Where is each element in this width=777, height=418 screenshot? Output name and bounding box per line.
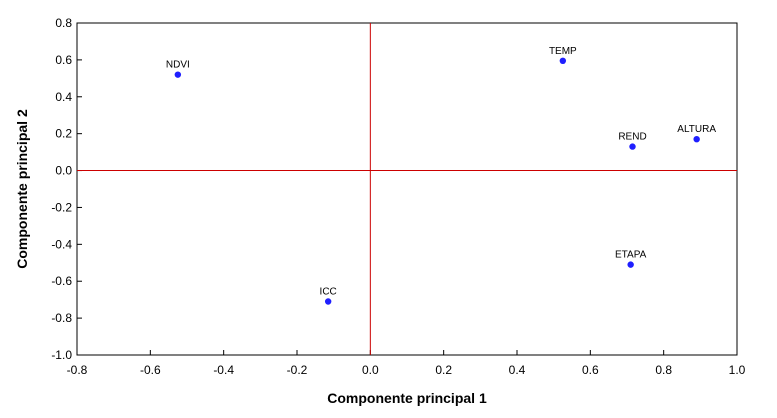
- data-points: NDVI TEMP ALTURA REND ETAPA ICC: [166, 46, 716, 305]
- data-point-label: REND: [618, 132, 646, 143]
- x-tick-label: 0.4: [509, 363, 526, 377]
- x-tick-label: 0.0: [362, 363, 379, 377]
- y-tick-label: -0.8: [51, 311, 72, 325]
- x-tick-label: 0.2: [435, 363, 452, 377]
- y-tick-label: 0.0: [55, 164, 72, 178]
- data-point-label: ICC: [320, 287, 337, 298]
- data-point-label: NDVI: [166, 60, 190, 71]
- data-point-label: TEMP: [549, 46, 577, 57]
- x-axis-title: Componente principal 1: [327, 390, 487, 406]
- y-tick-label: -1.0: [51, 348, 72, 362]
- y-tick-label: 0.6: [55, 53, 72, 67]
- y-axis-ticks: 0.8 0.6 0.4 0.2 0.0 -0.2 -0.4 -0.6 -0.8 -1.0: [51, 16, 82, 362]
- x-axis-ticks: -0.8 -0.6 -0.4 -0.2 0.0 0.2 0.4 0.6 0.8 1.0: [67, 350, 746, 377]
- y-tick-label: -0.4: [51, 237, 72, 251]
- x-tick-label: -0.6: [140, 363, 161, 377]
- x-tick-label: 0.6: [582, 363, 599, 377]
- data-point-label: ETAPA: [615, 250, 647, 261]
- data-point: [627, 261, 634, 268]
- x-tick-label: 1.0: [729, 363, 746, 377]
- y-tick-label: 0.4: [55, 90, 72, 104]
- x-tick-label: -0.4: [213, 363, 234, 377]
- y-tick-label: 0.2: [55, 127, 72, 141]
- data-point: [324, 298, 332, 305]
- reference-lines: [77, 23, 737, 355]
- y-axis-title: Componente principal 2: [14, 109, 30, 269]
- data-point: [559, 57, 567, 65]
- x-tick-label: -0.2: [287, 363, 308, 377]
- plot-frame: [76, 22, 738, 356]
- data-point: [693, 136, 700, 143]
- y-tick-label: -0.6: [51, 274, 72, 288]
- data-point: [174, 71, 182, 78]
- x-tick-label: 0.8: [655, 363, 672, 377]
- data-point: [629, 143, 636, 150]
- y-tick-label: 0.8: [55, 16, 72, 30]
- y-tick-label: -0.2: [51, 200, 72, 214]
- data-point-label: ALTURA: [677, 124, 716, 135]
- x-tick-label: -0.8: [67, 363, 88, 377]
